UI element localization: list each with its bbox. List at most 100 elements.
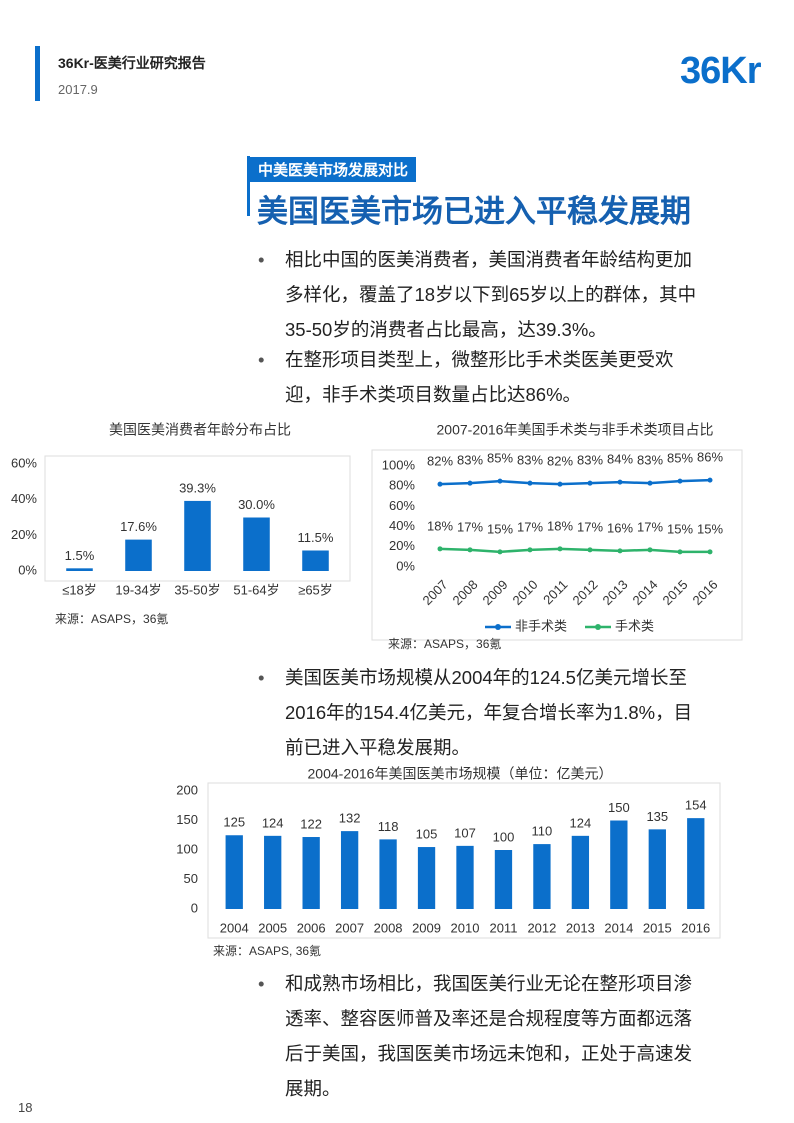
section-tag: 中美医美市场发展对比 [250,157,417,182]
y-tick-label: 0% [396,558,415,573]
point [467,547,473,553]
chart-source: 来源：ASAPS, 36氪 [213,943,321,958]
chart-title: 2007-2016年美国手术类与非手术类项目占比 [437,422,714,438]
y-tick-label: 80% [389,478,415,493]
x-tick-label: 2015 [659,577,690,608]
chart-title: 2004-2016年美国医美市场规模（单位：亿美元） [308,766,613,782]
bullet: • 美国医美市场规模从2004年的124.5亿美元增长至2016年的154.4亿美… [258,660,698,765]
bar [533,844,551,909]
y-tick-label: 40% [11,491,37,506]
x-tick-label: 19-34岁 [115,582,161,597]
y-tick-label: 20% [389,538,415,553]
point [527,480,533,486]
point [437,546,443,552]
x-tick-label: 2012 [569,577,600,608]
x-tick-label: 2012 [527,920,556,935]
bar [379,839,397,909]
point [677,549,683,555]
legend-label: 非手术类 [515,618,567,633]
bar [571,835,590,909]
x-tick-label: 2013 [599,577,630,608]
bar [184,500,211,571]
chart-source: 来源：ASAPS，36氪 [55,611,168,626]
bar [687,818,705,909]
point [617,479,623,485]
x-tick-label: 2011 [489,920,517,935]
bar [456,845,474,909]
data-label: 39.3% [179,480,216,495]
series-line [439,547,710,554]
point [587,480,593,486]
data-label: 83% [457,453,483,468]
x-tick-label: 2007 [419,577,450,608]
header-title: 36Kr-医美行业研究报告 [58,55,206,71]
x-tick-label: 2016 [689,577,720,608]
y-tick-label: 60% [389,498,415,513]
logo: 36Kr [680,50,761,92]
chart-source: 来源：ASAPS，36氪 [388,636,501,651]
data-label: 83% [637,453,663,468]
x-tick-label: 2010 [509,577,540,608]
x-tick-label: 2006 [297,920,326,935]
x-tick-label: ≤18岁 [62,582,97,597]
y-tick-label: 40% [389,518,415,533]
bar [302,550,329,571]
data-label: 100 [493,829,515,844]
bar [125,539,152,571]
section-heading: 美国医美市场已进入平稳发展期 [257,194,691,229]
point [557,546,563,552]
data-label: 110 [532,824,553,839]
chart-frame [371,449,743,641]
header-bar [35,46,40,101]
point [707,549,713,555]
chart-frame [207,782,721,939]
data-label: 18% [547,518,573,533]
point [677,478,683,484]
data-label: 86% [697,450,723,465]
point [647,547,653,553]
data-label: 17% [637,519,663,534]
x-tick-label: 2004 [220,920,249,935]
header-date: 2017.9 [58,82,98,97]
x-tick-label: 2005 [258,920,287,935]
section-line [247,156,250,216]
legend-label: 手术类 [615,618,654,633]
data-label: 82% [427,454,453,469]
data-label: 82% [547,454,573,469]
x-tick-label: 35-50岁 [174,582,220,597]
point [617,548,623,554]
data-label: 154 [685,798,707,813]
data-label: 107 [454,825,476,840]
data-label: 1.5% [65,548,95,563]
bar [225,835,243,909]
data-label: 17% [457,519,483,534]
point [527,547,533,553]
y-tick-label: 60% [11,455,37,470]
x-tick-label: 51-64岁 [233,582,279,597]
x-tick-label: 2009 [479,577,510,608]
y-tick-label: 20% [11,527,37,542]
bar [66,568,93,571]
x-tick-label: 2014 [629,577,660,608]
y-tick-label: 50 [184,871,198,886]
data-label: 125 [223,815,245,830]
x-tick-label: 2010 [451,920,480,935]
point [497,478,503,484]
page-number: 18 [18,1100,33,1115]
data-label: 85% [667,451,693,466]
bullet: • 相比中国的医美消费者，美国消费者年龄结构更加多样化，覆盖了18岁以下到65岁以… [258,242,698,347]
data-label: 122 [300,816,322,831]
data-label: 150 [608,800,630,815]
bullet-text: 美国医美市场规模从2004年的124.5亿美元增长至2016年的154.4亿美元… [285,667,693,758]
bar [494,850,513,909]
x-tick-label: 2009 [412,920,441,935]
x-tick-label: 2014 [604,920,633,935]
data-label: 18% [427,518,453,533]
data-label: 83% [577,453,603,468]
data-label: 11.5% [298,530,334,545]
data-label: 15% [697,521,723,536]
bar [264,835,282,909]
data-label: 83% [517,453,543,468]
y-tick-label: 0% [18,562,37,577]
